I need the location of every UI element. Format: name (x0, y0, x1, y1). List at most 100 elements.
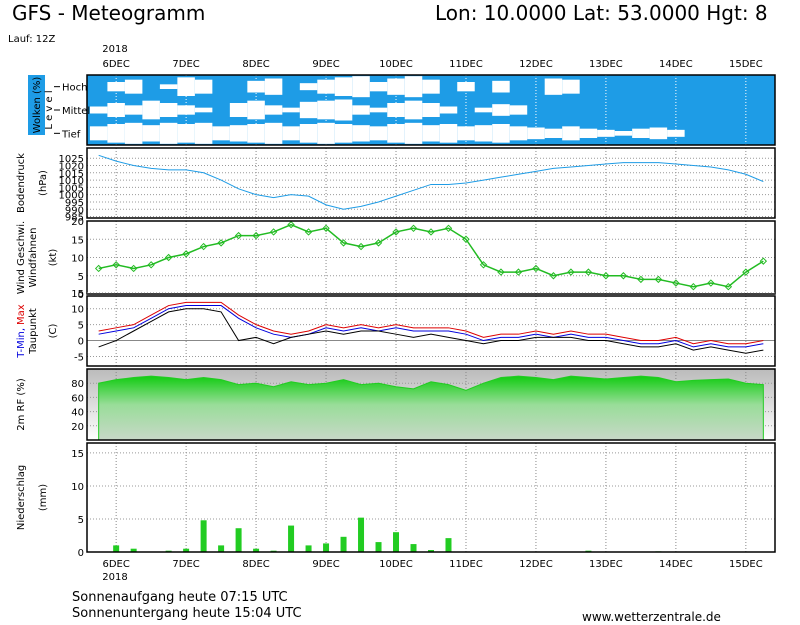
marker (147, 261, 155, 269)
cloud-cover (177, 124, 195, 143)
cloud-cover (317, 79, 335, 94)
bar (305, 545, 312, 552)
run: Lauf: 12Z (8, 34, 55, 45)
marker (689, 282, 698, 291)
level-axis-label: L e v e l (44, 90, 55, 129)
x-tick-label-top: 6DEC (102, 59, 129, 70)
ylabel-bg (28, 75, 45, 135)
bar (393, 532, 400, 552)
cloud-cover (439, 124, 458, 143)
y-label-unit: (hPa) (38, 170, 49, 196)
cloud-cover (387, 124, 405, 143)
pressure-line (98, 154, 764, 210)
cloud-cover (194, 107, 213, 113)
cloud-cover (247, 80, 265, 93)
cloud-cover (282, 126, 300, 141)
bar (218, 545, 225, 552)
cloud-cover (282, 107, 300, 113)
y-tick-label: 1005 (59, 183, 84, 194)
cloud-cover (334, 99, 353, 121)
title: GFS - Meteogramm (12, 1, 205, 25)
marker (287, 220, 295, 229)
cloud-cover (352, 125, 370, 142)
marker (637, 275, 645, 284)
cloud-cover (299, 124, 318, 143)
cloud-cover (369, 126, 388, 141)
cloud-cover (667, 129, 685, 137)
cloud-cover (369, 107, 388, 113)
marker (164, 253, 173, 262)
cloud-cover (317, 100, 335, 120)
y-label-unit: (kt) (48, 249, 59, 267)
y-tick-label: 0 (78, 290, 84, 301)
x-tick-label-top: 8DEC (242, 59, 269, 70)
cloud-cover (474, 107, 493, 113)
marker (357, 242, 365, 251)
legend-entry: T-Min, (16, 328, 27, 359)
y-tick-label: 1025 (59, 154, 84, 165)
bar (358, 517, 365, 552)
y-label-unit: (mm) (38, 484, 49, 511)
cloud-cover (474, 125, 493, 142)
marker (672, 279, 680, 287)
marker (497, 268, 505, 276)
marker (217, 239, 225, 247)
level-label: Mittel (62, 106, 90, 117)
cloud-cover (299, 101, 318, 119)
panel-frame (86, 147, 776, 219)
marker (199, 242, 208, 251)
x-tick-label-bottom: 9DEC (312, 559, 339, 570)
cloud-cover (142, 125, 160, 142)
legend-label: T-Min, Max (16, 304, 27, 358)
y-tick-label: 20 (71, 422, 84, 433)
year-top: 2018 (102, 44, 127, 55)
cloud-cover (317, 122, 335, 144)
bar (130, 548, 137, 552)
cloud-cover (89, 126, 108, 141)
cloud-cover (124, 122, 143, 144)
cloud-cover (352, 76, 370, 98)
cloud-cover (124, 105, 143, 115)
cloud-cover (299, 83, 318, 91)
cloud-cover (334, 77, 353, 96)
cloud-cover (544, 78, 563, 95)
y-tick-label: 10 (71, 482, 84, 493)
cloud-cover (334, 124, 353, 143)
cloud-cover (492, 104, 510, 116)
bar (340, 536, 347, 552)
year-bottom: 2018 (102, 572, 127, 583)
marker (759, 257, 768, 265)
legend-entry: Max (16, 304, 27, 325)
x-tick-label-bottom: 8DEC (242, 559, 269, 570)
series-line (98, 305, 764, 348)
marker (409, 224, 418, 233)
cloud-cover (439, 106, 458, 114)
level-label: Tief (61, 129, 81, 140)
cloud-cover (247, 124, 265, 143)
marker (182, 250, 190, 258)
panel-frame (86, 74, 776, 146)
x-tick-label-top: 13DEC (589, 59, 623, 70)
marker (602, 272, 610, 280)
cloud-cover (632, 128, 650, 138)
marker (322, 224, 330, 233)
x-tick-label-top: 7DEC (172, 59, 199, 70)
x-tick-label-bottom: 10DEC (379, 559, 413, 570)
cloud-cover (159, 122, 178, 144)
bar (288, 525, 295, 552)
cloud-cover (264, 122, 283, 144)
y-tick-label: 80 (71, 379, 84, 390)
y-label: Wolken (%) (32, 77, 43, 134)
cloud-cover (509, 126, 528, 141)
series-line (98, 301, 764, 345)
y-tick-label: 5 (78, 321, 84, 332)
x-tick-label-bottom: 15DEC (729, 559, 763, 570)
x-tick-label-bottom: 12DEC (519, 559, 553, 570)
y-label: Niederschlag (16, 465, 27, 530)
cloud-cover (614, 131, 633, 136)
sunrise: Sonnenaufgang heute 07:15 UTC (72, 590, 288, 605)
x-tick-label-top: 10DEC (379, 59, 413, 70)
cloud-cover (492, 124, 510, 143)
cloud-cover (107, 82, 125, 92)
